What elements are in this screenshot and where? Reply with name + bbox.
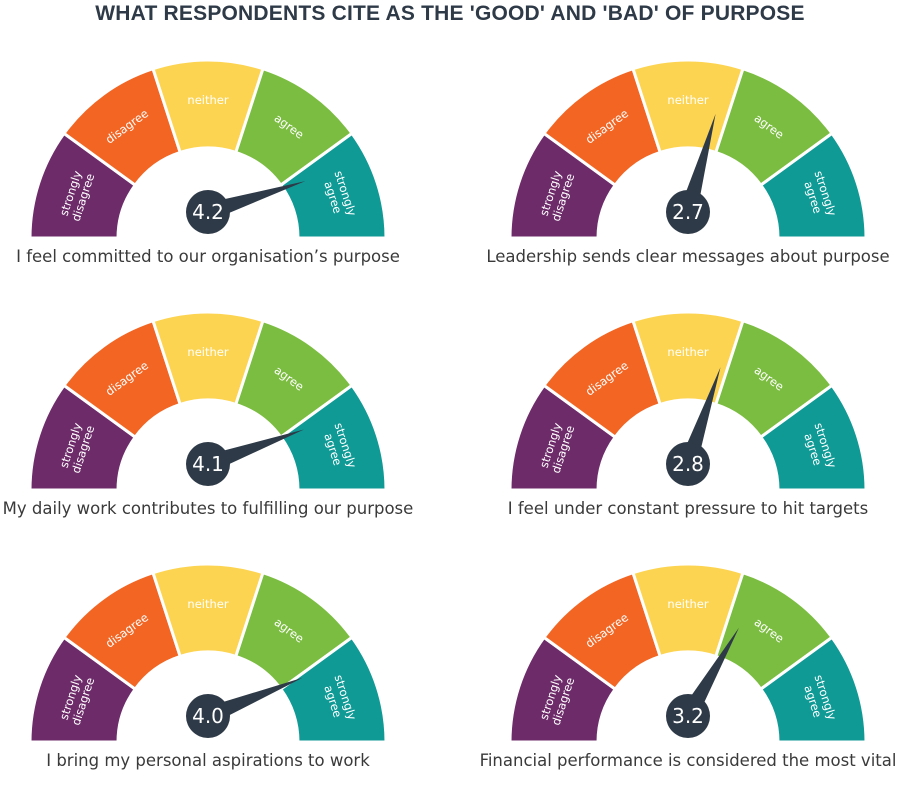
- gauge-caption: I feel committed to our organisation’s p…: [16, 247, 400, 266]
- value-label: 4.1: [192, 452, 224, 476]
- segment-strongly-agree: [278, 383, 388, 492]
- needle-hub: [186, 190, 230, 234]
- segment-label: neither: [187, 597, 228, 611]
- gauge-5: stronglydisagree disagree neither agree stro…: [20, 554, 440, 806]
- segment-strongly-agree: [758, 131, 868, 240]
- gauge-6: stronglydisagree disagree neither agree stro…: [480, 554, 900, 806]
- value-label: 2.7: [672, 200, 704, 224]
- segment-strongly-agree: [758, 635, 868, 744]
- segment-label: neither: [187, 345, 228, 359]
- chart-title: WHAT RESPONDENTS CITE AS THE 'GOOD' AND …: [95, 2, 805, 25]
- needle-hub: [666, 442, 710, 486]
- needle: [679, 113, 716, 215]
- segment-label: neither: [667, 345, 708, 359]
- gauge-caption: I feel under constant pressure to hit ta…: [507, 499, 869, 518]
- gauge-1: stronglydisagree disagree neither agree stro…: [16, 50, 440, 302]
- gauge-2: stronglydisagree disagree neither agree stro…: [486, 50, 900, 302]
- needle-hub: [186, 442, 230, 486]
- gauge-caption: My daily work contributes to fulfilling …: [2, 499, 414, 518]
- segment-label: neither: [187, 93, 228, 107]
- value-label: 2.8: [672, 452, 704, 476]
- segment-strongly-agree: [278, 131, 388, 240]
- needle-hub: [666, 694, 710, 738]
- gauge-caption: I bring my personal aspirations to work: [46, 751, 370, 770]
- value-label: 4.2: [192, 200, 224, 224]
- gauge-caption: Leadership sends clear messages about pu…: [486, 247, 890, 266]
- gauge-caption: Financial performance is considered the …: [479, 751, 897, 770]
- gauge-3: stronglydisagree disagree neither agree stro…: [3, 302, 440, 554]
- needle: [205, 181, 306, 221]
- segment-label: neither: [667, 93, 708, 107]
- value-label: 3.2: [672, 704, 704, 728]
- needle-hub: [666, 190, 710, 234]
- segment-label: neither: [667, 597, 708, 611]
- gauge-4: stronglydisagree disagree neither agree stro…: [500, 302, 900, 554]
- needle: [679, 367, 721, 467]
- needle-hub: [186, 694, 230, 738]
- segment-strongly-agree: [758, 383, 868, 492]
- segment-strongly-agree: [278, 635, 388, 744]
- value-label: 4.0: [192, 704, 224, 728]
